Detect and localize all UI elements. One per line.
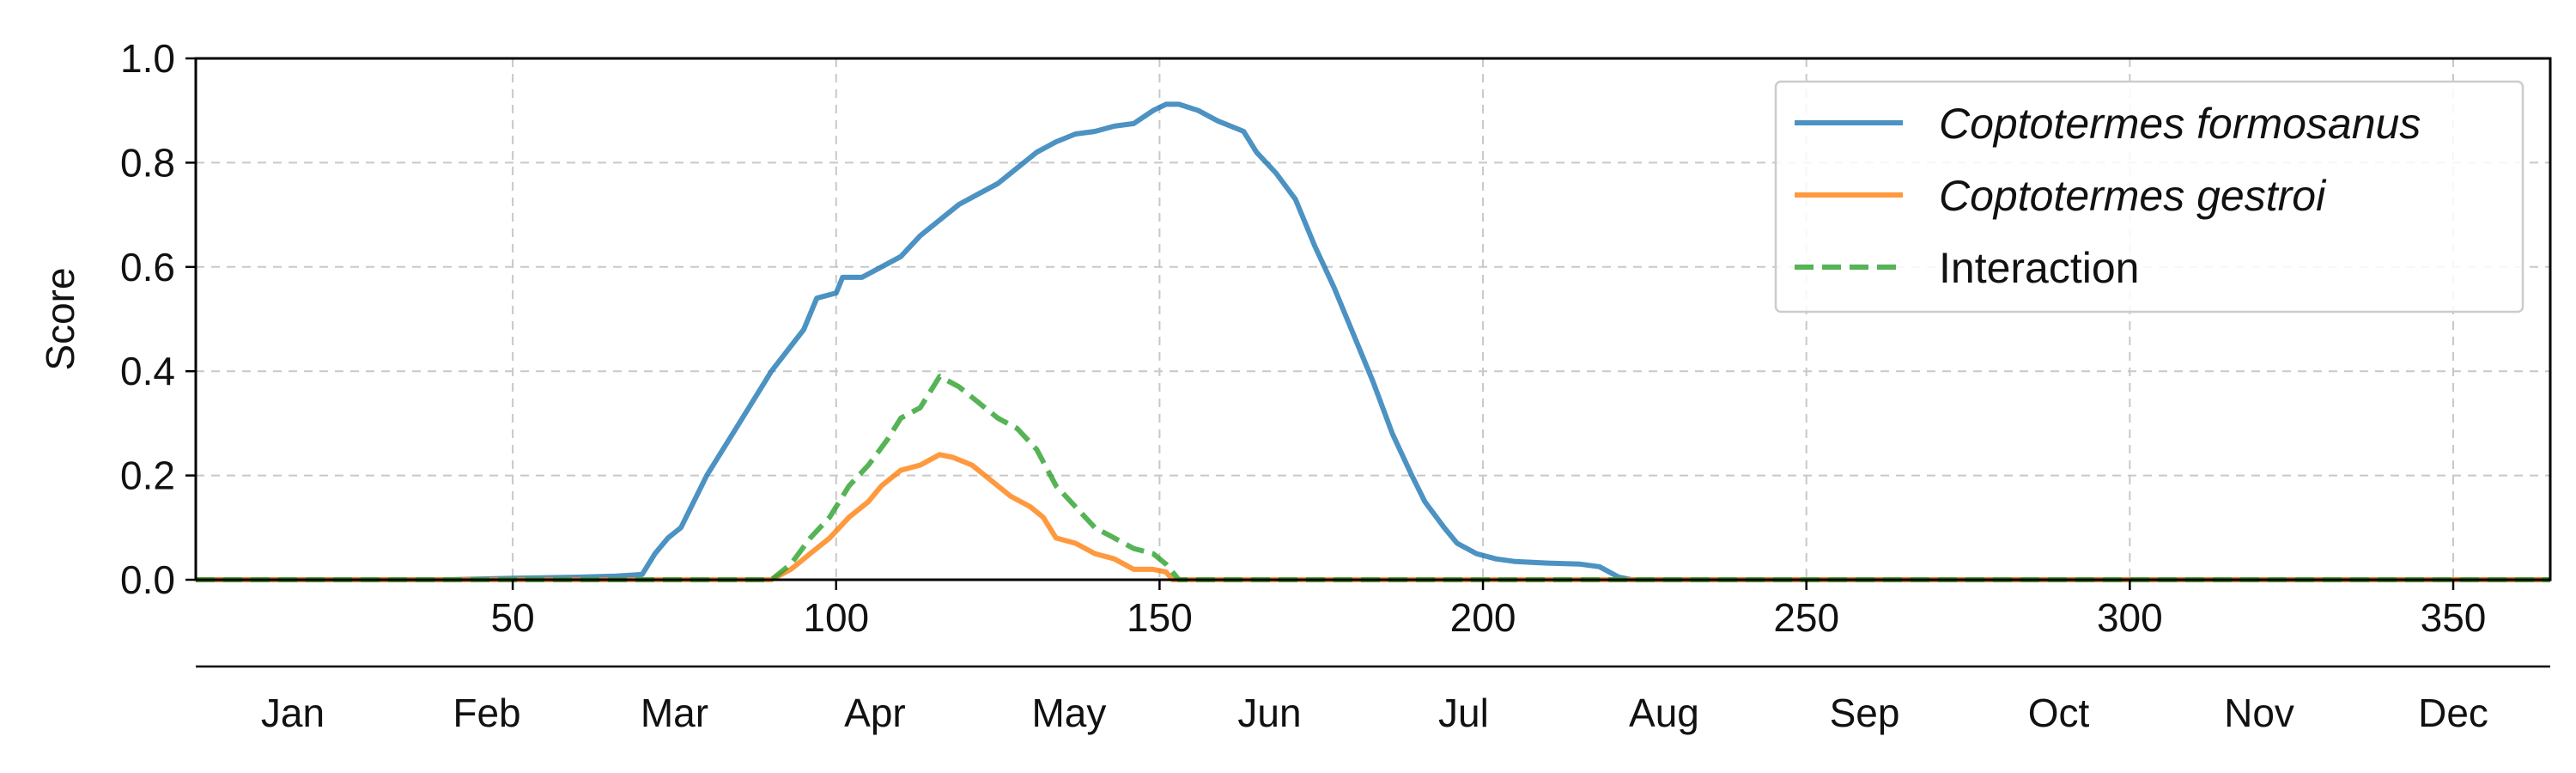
y-axis-ticks: 0.0 0.2 0.4 0.6 0.8 1.0 xyxy=(120,36,196,602)
y-tick-label-0.8: 0.8 xyxy=(120,140,175,185)
y-tick-label-0: 0.0 xyxy=(120,557,175,602)
month-label-mar: Mar xyxy=(641,691,708,735)
x-tick-label-100: 100 xyxy=(803,595,869,640)
month-label-sep: Sep xyxy=(1830,691,1900,735)
y-tick-label-1: 1.0 xyxy=(120,36,175,81)
month-axis: Jan Feb Mar Apr May Jun Jul Aug Sep Oct Nov Dec xyxy=(196,665,2550,735)
legend: Coptotermes formosanus Coptotermes gestro… xyxy=(1774,80,2524,313)
x-tick-label-250: 250 xyxy=(1773,595,1839,640)
x-tick-label-300: 300 xyxy=(2097,595,2163,640)
x-axis-ticks: 50 100 150 200 250 300 350 xyxy=(491,580,2487,640)
month-label-feb: Feb xyxy=(453,691,520,735)
series-line-interaction xyxy=(196,374,2550,582)
y-axis-label: Score xyxy=(38,267,82,370)
month-label-jan: Jan xyxy=(261,691,325,735)
series-lines xyxy=(196,101,2550,582)
month-label-jul: Jul xyxy=(1438,691,1489,735)
series-line-coptotermes-formosanus xyxy=(196,101,2550,582)
legend-label-1: Coptotermes gestroi xyxy=(1939,172,2327,220)
month-label-jun: Jun xyxy=(1237,691,1301,735)
month-label-dec: Dec xyxy=(2418,691,2488,735)
x-tick-label-50: 50 xyxy=(491,595,535,640)
month-label-apr: Apr xyxy=(844,691,906,735)
x-tick-label-200: 200 xyxy=(1450,595,1516,640)
y-tick-label-0.6: 0.6 xyxy=(120,245,175,289)
legend-label-2: Interaction xyxy=(1939,244,2139,292)
month-label-nov: Nov xyxy=(2224,691,2294,735)
month-label-aug: Aug xyxy=(1629,691,1699,735)
legend-label-0: Coptotermes formosanus xyxy=(1939,100,2421,148)
month-label-may: May xyxy=(1031,691,1106,735)
series-line-coptotermes-gestroi xyxy=(196,452,2550,582)
month-label-oct: Oct xyxy=(2028,691,2090,735)
legend-box xyxy=(1774,80,2524,313)
plot-frame xyxy=(194,57,2552,581)
y-tick-label-0.2: 0.2 xyxy=(120,453,175,498)
x-tick-label-150: 150 xyxy=(1127,595,1193,640)
x-tick-label-350: 350 xyxy=(2421,595,2487,640)
y-tick-label-0.4: 0.4 xyxy=(120,349,175,393)
